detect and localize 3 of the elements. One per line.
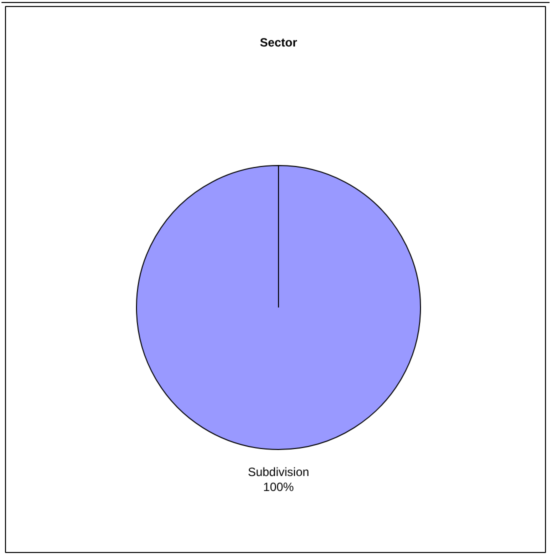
slice-label: Subdivision <box>248 465 310 479</box>
data-label: 100% <box>263 480 294 494</box>
chart-title: Sector <box>260 36 298 50</box>
